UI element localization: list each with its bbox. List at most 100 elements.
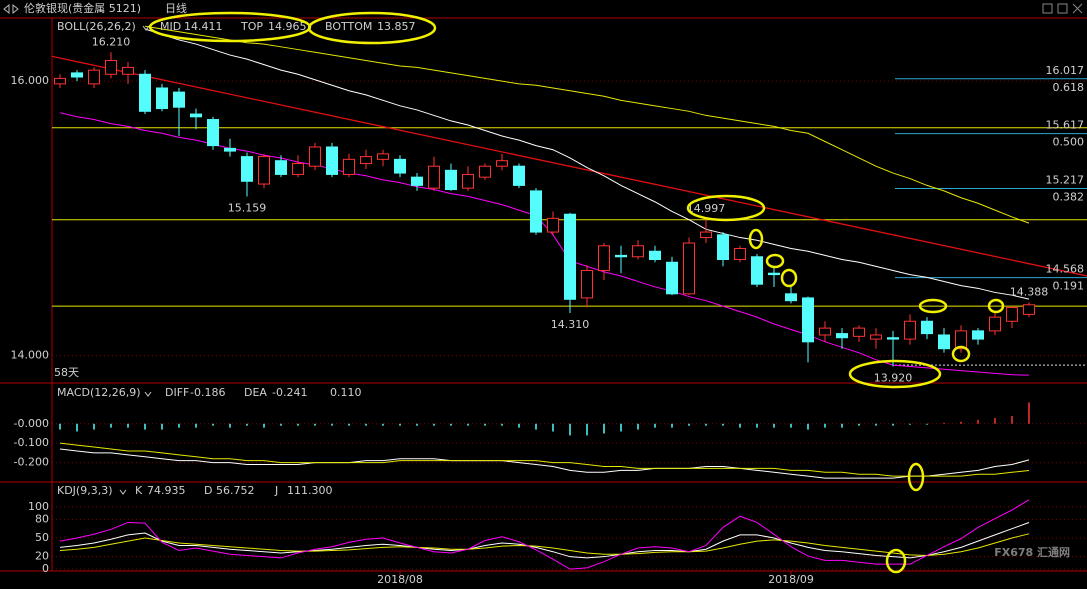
- candle-body: [700, 231, 712, 239]
- dropdown-icon[interactable]: [144, 391, 152, 397]
- candle-body: [445, 169, 457, 191]
- candle-body: [581, 269, 593, 299]
- candle-body: [938, 334, 950, 350]
- legend-name: MID: [160, 20, 181, 33]
- candle-body: [462, 173, 474, 189]
- close-button[interactable]: [1072, 3, 1083, 14]
- window-button[interactable]: [1042, 3, 1053, 14]
- legend-value: 111.300: [287, 484, 333, 497]
- candle-body: [156, 87, 168, 110]
- candle-body: [1023, 304, 1035, 315]
- extreme-label: 16.210: [92, 35, 131, 48]
- legend-name: D: [204, 484, 212, 497]
- legend-value: -0.186: [190, 386, 225, 399]
- y-tick-label: 80: [35, 512, 49, 525]
- candle-body: [139, 73, 151, 112]
- fib-price: 16.017: [1046, 64, 1085, 77]
- fib-ratio: 0.618: [1053, 81, 1085, 94]
- candle-body: [258, 156, 270, 185]
- legend-name: K: [135, 484, 143, 497]
- candle-body: [853, 327, 865, 337]
- kdj-line: [59, 499, 1030, 570]
- candle-body: [71, 72, 83, 78]
- candle-body: [904, 320, 916, 340]
- highlight-ellipse: [848, 359, 942, 389]
- candle-body: [632, 245, 644, 258]
- candle-body: [122, 66, 134, 75]
- legend-value: 74.935: [147, 484, 186, 497]
- candle-body: [224, 147, 236, 152]
- highlight-ellipse: [686, 194, 766, 222]
- candle-body: [207, 119, 219, 147]
- candle-body: [343, 158, 355, 175]
- legend-value: 14.411: [184, 20, 223, 33]
- highlight-ellipse: [885, 548, 907, 574]
- nav-icon[interactable]: [3, 3, 19, 15]
- fib-ratio: 0.500: [1053, 136, 1085, 149]
- candle-body: [496, 160, 508, 167]
- candle-body: [564, 213, 576, 300]
- extreme-label: 13.920: [874, 372, 913, 385]
- candle-body: [394, 158, 406, 174]
- highlight-ellipse: [780, 268, 798, 288]
- plot-layer: 16.000 14.000 16.017 0.618 15.617 0.500 15.217…: [0, 11, 1087, 586]
- extreme-label: 14.310: [551, 318, 590, 331]
- candle-body: [292, 162, 304, 175]
- candle-body: [989, 316, 1001, 332]
- y-tick-label: 50: [35, 531, 49, 544]
- dropdown-icon[interactable]: [119, 489, 127, 495]
- candle-body: [836, 333, 848, 339]
- candle-body: [870, 334, 882, 340]
- candle-body: [547, 217, 559, 233]
- candle-body: [513, 165, 525, 186]
- legend-value: 13.857: [377, 20, 416, 33]
- kdj-line: [59, 533, 1030, 556]
- candle-body: [649, 250, 661, 261]
- candle-body: [955, 330, 967, 350]
- indicator-name: KDJ(9,3,3): [57, 484, 113, 497]
- candle-body: [88, 69, 100, 85]
- boll-line: [144, 28, 1030, 300]
- candle-body: [275, 160, 287, 175]
- candle-body: [768, 272, 780, 276]
- legend-value: -0.241: [272, 386, 307, 399]
- macd-line: [59, 448, 1030, 479]
- instrument: 伦敦银现(贵金属 5121): [24, 1, 141, 15]
- candle-body: [428, 165, 440, 189]
- y-tick-label: -0.000: [14, 417, 49, 430]
- fib-ratio: 0.191: [1053, 280, 1085, 293]
- candle-body: [105, 60, 117, 75]
- indicator-name: BOLL(26,26,2): [57, 20, 136, 33]
- candle-body: [360, 156, 372, 164]
- legend-value: 0.110: [330, 386, 362, 399]
- candle-body: [666, 261, 678, 295]
- legend-name: TOP: [240, 20, 263, 33]
- candle-body: [530, 190, 542, 233]
- kdj-line: [59, 522, 1030, 559]
- candle-body: [802, 297, 814, 343]
- candle-body: [411, 176, 423, 186]
- fib-price: 15.617: [1046, 119, 1085, 132]
- extreme-label: 15.159: [228, 202, 267, 215]
- candle-body: [377, 153, 389, 160]
- window-button[interactable]: [1057, 3, 1068, 14]
- candle-body: [241, 156, 253, 182]
- macd-line: [59, 442, 1030, 477]
- fib-price: 15.217: [1046, 174, 1085, 187]
- fib-price: 14.568: [1046, 263, 1085, 276]
- candle-body: [717, 234, 729, 261]
- dropdown-icon[interactable]: [142, 25, 150, 31]
- highlight-ellipse: [907, 462, 925, 492]
- candle-body: [683, 242, 695, 295]
- candle-body: [734, 248, 746, 261]
- boll-line: [59, 112, 1030, 376]
- candle-body: [785, 293, 797, 302]
- candle-body: [751, 256, 763, 285]
- y-tick-label: 14.000: [11, 349, 50, 362]
- indicator-name: MACD(12,26,9): [57, 386, 141, 399]
- candle-body: [972, 330, 984, 340]
- period: 日线: [165, 1, 187, 15]
- candle-body: [819, 327, 831, 336]
- candle-body: [326, 146, 338, 175]
